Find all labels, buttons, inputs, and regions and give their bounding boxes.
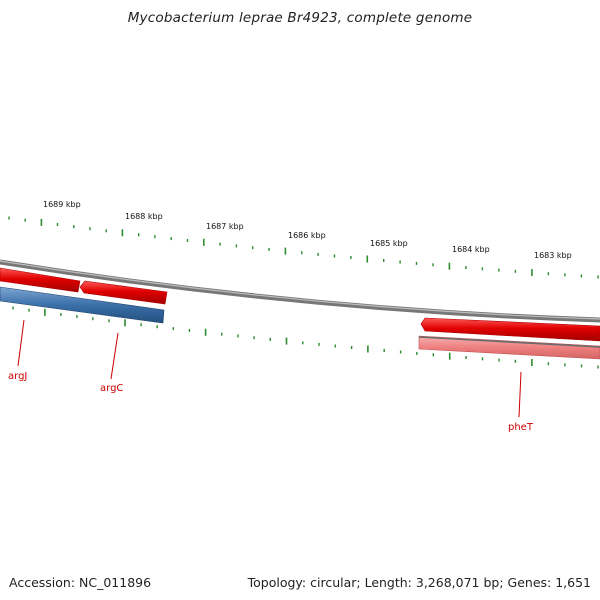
ruler-label-1688: 1688 kbp xyxy=(125,212,163,221)
ruler-label-1685: 1685 kbp xyxy=(370,239,408,248)
ruler-label-1686: 1686 kbp xyxy=(288,231,326,240)
gene-label-pheT[interactable]: pheT xyxy=(508,422,534,433)
label-leader-pheT xyxy=(518,371,522,418)
gene-label-argC[interactable]: argC xyxy=(100,383,123,394)
forward-cds-track xyxy=(0,267,600,342)
map-title: Mycobacterium leprae Br4923, complete ge… xyxy=(127,10,473,26)
label-leader-argJ xyxy=(17,319,25,367)
gene-feature-argC[interactable] xyxy=(79,280,168,305)
reverse-feature[interactable] xyxy=(0,286,165,324)
ruler-label-1684: 1684 kbp xyxy=(452,245,490,254)
rna-track xyxy=(418,335,600,360)
ruler-label-1683: 1683 kbp xyxy=(534,251,572,260)
genome-backbone xyxy=(0,259,600,323)
ruler-label-1687: 1687 kbp xyxy=(206,222,244,231)
rna-feature-edge xyxy=(418,336,600,348)
gene-feature-argJ[interactable] xyxy=(0,267,81,293)
gene-feature-pheT[interactable] xyxy=(420,317,600,342)
tick-row-outer xyxy=(8,216,599,279)
tick-row-inner xyxy=(12,306,599,369)
rna-feature[interactable] xyxy=(418,335,600,360)
ruler-label-1689: 1689 kbp xyxy=(43,200,81,209)
gene-label-argJ[interactable]: argJ xyxy=(8,371,27,382)
accession-text: Accession: NC_011896 xyxy=(9,575,152,590)
label-leader-argC xyxy=(110,332,119,380)
reverse-cds-track xyxy=(0,286,165,324)
genome-backbone-highlight xyxy=(0,260,600,320)
genome-summary-text: Topology: circular; Length: 3,268,071 bp… xyxy=(247,575,591,590)
ruler-labels: 1689 kbp 1688 kbp 1687 kbp 1686 kbp 1685… xyxy=(43,200,572,260)
